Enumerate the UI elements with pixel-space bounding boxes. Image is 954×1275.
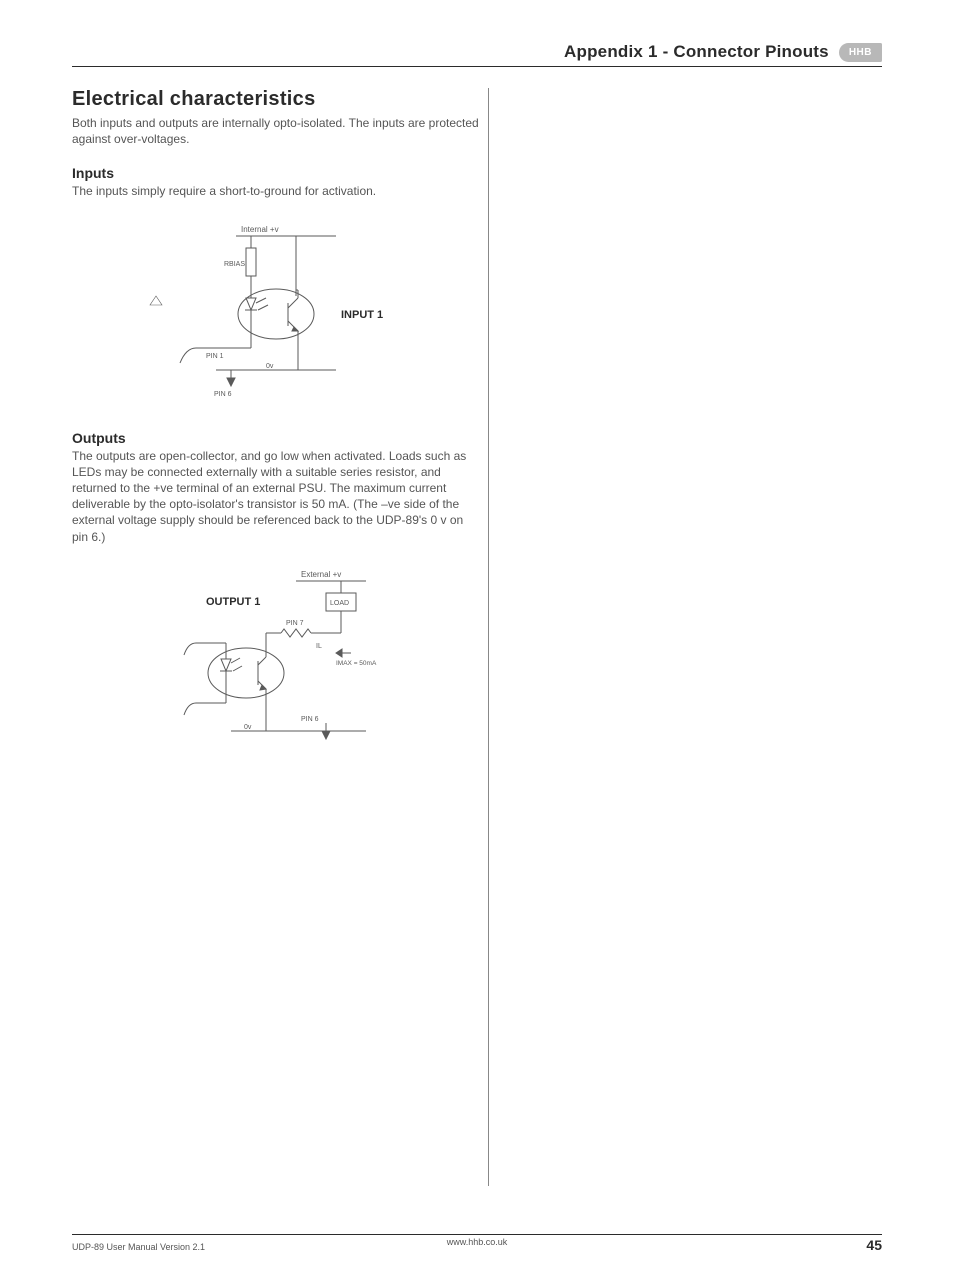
header-title: Appendix 1 - Connector Pinouts: [564, 42, 829, 62]
section-title: Electrical characteristics: [72, 88, 480, 111]
page-footer: UDP-89 User Manual Version 2.1 www.hhb.c…: [72, 1237, 882, 1253]
footer-left: UDP-89 User Manual Version 2.1: [72, 1242, 205, 1252]
label-rbias: RBIAS: [224, 261, 245, 268]
left-column: Electrical characteristics Both inputs a…: [72, 88, 480, 785]
label-0v-input: 0v: [266, 363, 274, 370]
outputs-heading: Outputs: [72, 430, 480, 446]
label-pin1: PIN 1: [206, 353, 224, 360]
output-circuit-diagram: External +v LOAD OUTPUT 1 PIN 7 IL IMAX …: [136, 563, 416, 763]
label-pin6-output: PIN 6: [301, 716, 319, 723]
label-0v-output: 0v: [244, 724, 252, 731]
inputs-text: The inputs simply require a short-to-gro…: [72, 183, 480, 199]
page-header: Appendix 1 - Connector Pinouts HHB: [72, 42, 882, 62]
label-pin7: PIN 7: [286, 620, 304, 627]
label-il: IL: [316, 643, 322, 650]
inputs-heading: Inputs: [72, 165, 480, 181]
label-input1: INPUT 1: [341, 309, 383, 321]
brand-logo-badge: HHB: [839, 43, 882, 62]
label-external-v: External +v: [301, 570, 341, 579]
footer-rule: [72, 1234, 882, 1235]
footer-url: www.hhb.co.uk: [447, 1237, 508, 1247]
outputs-text: The outputs are open-collector, and go l…: [72, 448, 480, 545]
label-imax: IMAX = 50mA: [336, 660, 377, 667]
label-output1: OUTPUT 1: [206, 596, 260, 608]
header-rule: [72, 66, 882, 67]
input-circuit-diagram: Internal +v RBIAS: [136, 218, 416, 408]
label-internal-v: Internal +v: [241, 225, 279, 234]
section-intro: Both inputs and outputs are internally o…: [72, 115, 480, 147]
label-pin6-input: PIN 6: [214, 391, 232, 398]
column-divider: [488, 88, 489, 1186]
page-number: 45: [866, 1237, 882, 1253]
label-load: LOAD: [330, 600, 349, 607]
